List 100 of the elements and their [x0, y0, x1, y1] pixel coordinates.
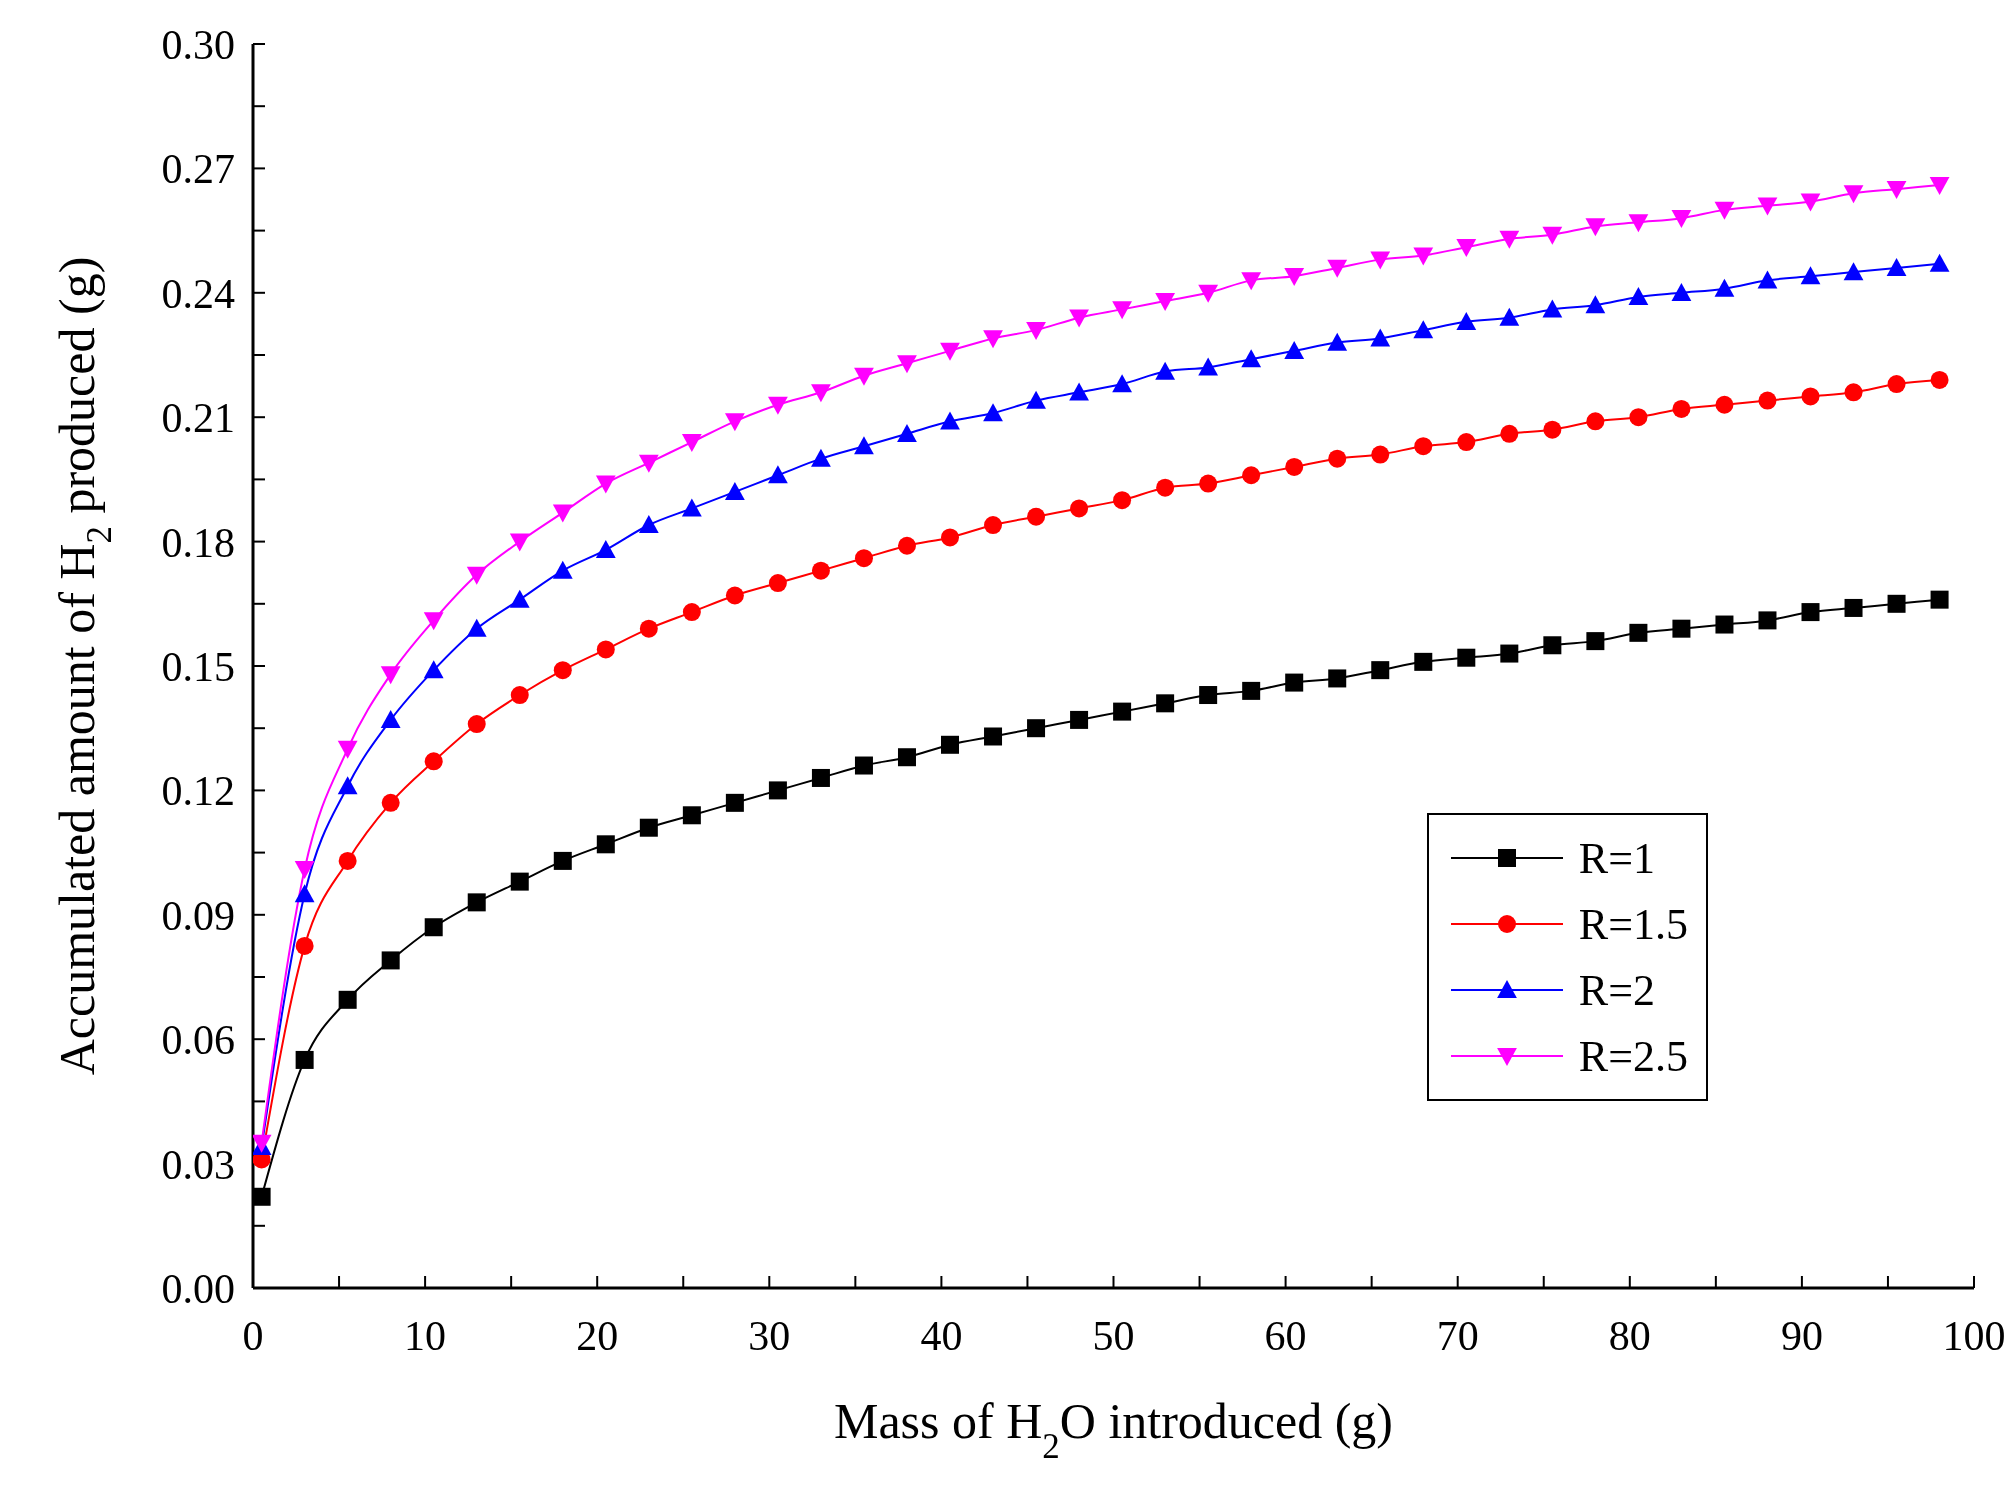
point [897, 423, 917, 442]
point [380, 710, 401, 729]
point [681, 498, 702, 517]
point [1199, 474, 1218, 493]
point [1156, 694, 1175, 713]
point [466, 618, 487, 637]
point [897, 355, 917, 374]
point [424, 752, 443, 771]
point [1070, 499, 1089, 518]
point [854, 367, 874, 386]
point [467, 893, 486, 912]
point [638, 515, 659, 534]
y-tick-label: 0.00 [161, 1265, 235, 1312]
point [1242, 466, 1261, 485]
point [509, 589, 530, 608]
point [1886, 181, 1907, 200]
point [1026, 322, 1046, 341]
point [596, 640, 615, 659]
point [1930, 370, 1949, 389]
point [1155, 292, 1176, 311]
point [1199, 686, 1218, 705]
point [1714, 201, 1735, 220]
point [682, 806, 701, 825]
point [725, 586, 744, 605]
point [941, 528, 960, 547]
point [1327, 332, 1348, 351]
point [1500, 644, 1519, 663]
y-tick-label: 0.18 [161, 519, 235, 566]
point [1414, 652, 1433, 671]
point [983, 330, 1003, 349]
point [1285, 457, 1304, 476]
point [1413, 320, 1434, 339]
point [897, 748, 916, 767]
point [294, 861, 315, 880]
point [724, 413, 745, 432]
x-tick-label: 100 [1942, 1312, 2006, 1359]
point [1671, 210, 1692, 229]
point [897, 536, 916, 555]
point [1800, 193, 1821, 212]
point [337, 776, 358, 795]
legend-label: R=1 [1578, 832, 1655, 884]
point [1930, 590, 1949, 609]
point [467, 715, 486, 734]
y-tick-label: 0.06 [161, 1017, 235, 1064]
point [941, 735, 960, 754]
point [1586, 412, 1605, 431]
point [1499, 307, 1520, 326]
point [1112, 301, 1133, 320]
point [1543, 636, 1562, 655]
point [338, 990, 357, 1009]
point [1456, 239, 1477, 258]
y-tick-label: 0.15 [161, 643, 235, 690]
point [1370, 251, 1391, 270]
point [1671, 282, 1692, 301]
x-tick-label: 20 [576, 1312, 619, 1359]
point [1327, 259, 1348, 278]
point [1370, 328, 1391, 347]
point [940, 342, 960, 361]
point [1757, 197, 1778, 216]
point [1886, 258, 1907, 277]
point [253, 1187, 271, 1206]
point [423, 612, 444, 631]
point [1112, 374, 1133, 393]
point [1929, 253, 1950, 272]
point [1241, 349, 1262, 368]
point [1629, 408, 1648, 427]
point [596, 835, 615, 854]
point [1757, 270, 1778, 289]
x-axis-title: Mass of H$_{2}$O introduced (g) [833, 1393, 1394, 1466]
point [381, 793, 400, 812]
point [1198, 357, 1219, 376]
legend-label: R=2 [1578, 964, 1655, 1016]
point [681, 433, 702, 452]
point [1672, 399, 1691, 418]
x-tick-label: 70 [1436, 1312, 1479, 1359]
point [1844, 598, 1863, 617]
point [1155, 361, 1176, 380]
point [1328, 669, 1347, 688]
point [1758, 611, 1777, 630]
point [768, 574, 787, 593]
point [1284, 340, 1305, 359]
point [1026, 390, 1046, 409]
point [1543, 420, 1562, 439]
point [510, 872, 529, 891]
point [984, 516, 1003, 535]
x-tick-label: 50 [1092, 1312, 1135, 1359]
point [1499, 230, 1520, 249]
point [1284, 268, 1305, 287]
y-tick-label: 0.12 [161, 768, 235, 815]
point [1371, 661, 1390, 680]
point [1629, 623, 1648, 642]
point [552, 560, 573, 579]
point [1628, 287, 1649, 306]
point [1585, 218, 1606, 237]
point [724, 481, 745, 500]
point [1887, 375, 1906, 394]
x-tick-label: 30 [748, 1312, 791, 1359]
point [811, 384, 831, 403]
point [811, 448, 831, 467]
point [1070, 710, 1089, 729]
